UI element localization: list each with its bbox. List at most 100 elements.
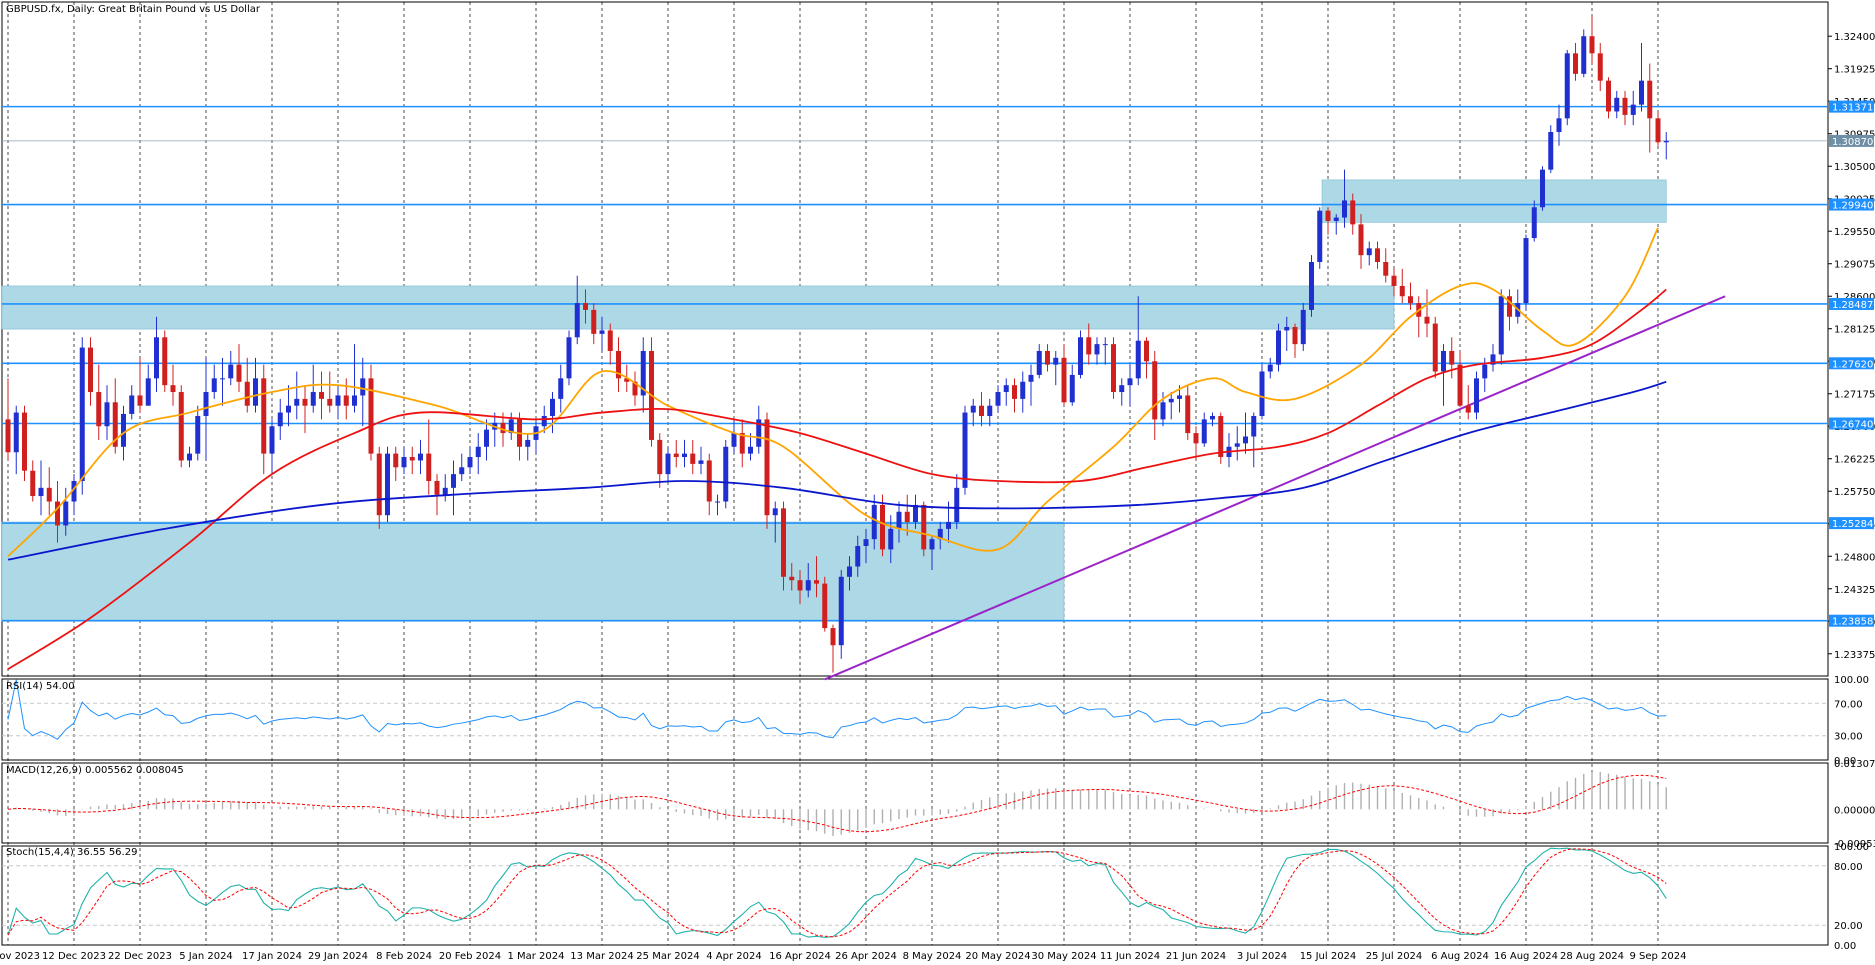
trendline[interactable]: [824, 295, 1726, 681]
candle: [1548, 125, 1554, 174]
candle: [1036, 344, 1042, 379]
candle: [451, 460, 456, 516]
candle-body: [1358, 224, 1364, 256]
candle-body: [838, 576, 844, 646]
candle: [1317, 207, 1323, 269]
candle: [764, 412, 770, 529]
macd-signal-line: [7, 774, 1667, 833]
candle: [1218, 412, 1224, 464]
y-tick-label: 1.29550: [1834, 227, 1875, 238]
ma-slow-line: [7, 380, 1667, 561]
candle-body: [368, 378, 374, 454]
candle-body: [690, 453, 696, 464]
candle: [1276, 323, 1281, 372]
main-pane-border: [1, 1, 1829, 677]
candle-body: [475, 446, 481, 458]
candle: [434, 474, 440, 516]
price-zone: [1, 285, 1395, 330]
candle: [244, 357, 250, 413]
candle: [1589, 15, 1595, 64]
candle-body: [1259, 371, 1265, 416]
rsi-tick-label: 30.00: [1834, 732, 1863, 743]
x-tick-label: 21 Jun 2024: [1166, 951, 1226, 962]
candle: [385, 446, 390, 523]
candle: [228, 350, 234, 386]
candle-body: [781, 508, 786, 577]
candle: [797, 569, 803, 605]
candle: [1663, 132, 1669, 160]
candle: [855, 535, 861, 577]
candle-body: [566, 337, 572, 379]
candle-body: [13, 412, 19, 453]
candle-body: [1243, 436, 1248, 444]
candle-body: [1102, 344, 1108, 346]
candle: [269, 419, 275, 475]
level-price-tag: [1829, 417, 1874, 430]
candle-body: [1127, 378, 1133, 386]
x-tick-label: 28 Aug 2024: [1560, 951, 1624, 962]
candle-body: [797, 580, 803, 591]
candle-body: [1193, 433, 1199, 444]
x-tick-label: 25 Mar 2024: [636, 951, 699, 962]
candle-body: [129, 395, 135, 414]
candle: [286, 385, 291, 427]
candle: [1259, 364, 1265, 420]
candle: [698, 446, 704, 475]
candle: [1053, 350, 1059, 386]
macd-tick-label: 0.013077: [1834, 759, 1875, 770]
candle: [822, 576, 828, 632]
candle: [1135, 296, 1141, 386]
stoch-pane-border: [1, 845, 1829, 946]
candle-body: [1135, 340, 1141, 379]
candle-body: [1523, 238, 1529, 304]
rsi-pane-border: [1, 678, 1829, 761]
candle-body: [310, 392, 316, 406]
candle: [739, 419, 745, 468]
candle: [211, 364, 217, 399]
candle-body: [426, 453, 432, 481]
candle: [187, 446, 192, 468]
candle: [442, 474, 448, 502]
candle-body: [187, 453, 192, 461]
candle: [393, 446, 399, 481]
candle: [731, 419, 737, 454]
level-price-tag: [1829, 297, 1874, 310]
candle: [1028, 364, 1034, 406]
candle: [1243, 412, 1248, 454]
candle-body: [1168, 398, 1174, 403]
price-zone: [1321, 179, 1667, 223]
candle: [995, 385, 1001, 413]
candle-body: [145, 378, 151, 406]
candle-body: [1094, 344, 1100, 355]
candle-body: [1350, 200, 1356, 225]
candle-body: [1606, 80, 1611, 112]
candle-body: [170, 385, 176, 393]
candle-body: [525, 439, 531, 447]
candle-body: [1581, 36, 1587, 74]
candle-body: [1540, 169, 1545, 208]
candle-body: [739, 433, 745, 454]
candle: [1210, 412, 1215, 427]
candle: [401, 446, 407, 475]
candle: [195, 405, 201, 461]
y-tick-label: 1.27175: [1834, 390, 1875, 401]
candle-body: [1012, 385, 1017, 399]
candle-body: [574, 303, 580, 338]
candle: [203, 357, 209, 461]
candle-body: [979, 405, 984, 416]
candle: [1111, 337, 1116, 399]
candle: [583, 289, 588, 324]
candle: [1474, 371, 1479, 420]
candle-body: [1210, 415, 1215, 420]
candle: [805, 563, 811, 598]
y-tick-label: 1.24325: [1834, 585, 1875, 596]
candle: [748, 433, 753, 461]
candle: [467, 446, 473, 475]
candle-body: [137, 395, 143, 406]
candle: [632, 371, 638, 406]
candle-body: [302, 398, 308, 406]
x-tick-label: 9 Sep 2024: [1629, 951, 1686, 962]
candle-body: [1144, 340, 1149, 362]
candle-body: [1045, 350, 1050, 365]
candle: [1069, 364, 1075, 406]
